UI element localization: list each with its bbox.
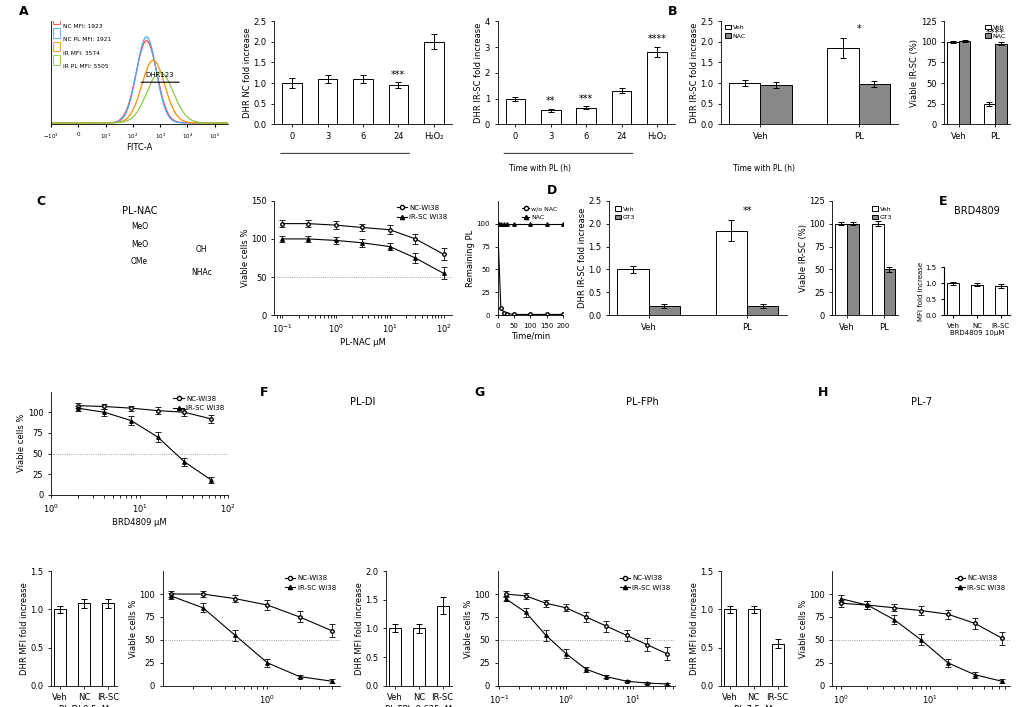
Text: ****: **** xyxy=(984,28,1004,37)
Text: BRD4809: BRD4809 xyxy=(953,206,999,216)
Bar xyxy=(388,86,408,124)
Text: ***: *** xyxy=(579,93,593,103)
Text: MeO: MeO xyxy=(131,223,148,231)
Legend: Veh, GT3: Veh, GT3 xyxy=(611,204,637,223)
Text: IR MFI: 3574: IR MFI: 3574 xyxy=(63,51,100,56)
Legend: NC-WI38, IR-SC WI38: NC-WI38, IR-SC WI38 xyxy=(395,204,447,221)
X-axis label: PL-DI 0.5μM: PL-DI 0.5μM xyxy=(59,705,109,707)
Text: *: * xyxy=(855,23,860,34)
Text: NC MFI: 1923: NC MFI: 1923 xyxy=(63,24,103,29)
Bar xyxy=(54,609,66,686)
X-axis label: BRD4809 µM: BRD4809 µM xyxy=(112,518,167,527)
Legend: NC-WI38, IR-SC WI38: NC-WI38, IR-SC WI38 xyxy=(172,395,224,412)
Bar xyxy=(540,110,560,124)
Bar xyxy=(353,79,372,124)
Text: PL-DI: PL-DI xyxy=(350,397,375,407)
Bar xyxy=(958,41,969,124)
Text: NC PL MFI: 1921: NC PL MFI: 1921 xyxy=(63,37,111,42)
X-axis label: PL-NAC µM: PL-NAC µM xyxy=(339,338,385,347)
Y-axis label: Viable cells %: Viable cells % xyxy=(798,600,807,658)
Y-axis label: DHR MFI fold increase: DHR MFI fold increase xyxy=(19,582,29,675)
Text: ***: *** xyxy=(391,70,406,80)
Bar xyxy=(995,44,1006,124)
Text: H: H xyxy=(817,387,827,399)
Bar xyxy=(729,83,759,124)
Y-axis label: Viable cells %: Viable cells % xyxy=(17,414,26,472)
Y-axis label: Remaining PL: Remaining PL xyxy=(466,229,475,286)
Text: PL-7: PL-7 xyxy=(910,397,930,407)
Y-axis label: DHR MFI fold increase: DHR MFI fold increase xyxy=(355,582,364,675)
Bar xyxy=(746,306,777,315)
Bar xyxy=(747,609,759,686)
Text: PL-NAC: PL-NAC xyxy=(122,206,157,216)
Text: Time with PL (h): Time with PL (h) xyxy=(508,163,571,173)
Legend: NC-WI38, IR-SC WI38: NC-WI38, IR-SC WI38 xyxy=(953,575,1006,592)
Bar xyxy=(576,107,595,124)
Bar xyxy=(436,605,448,686)
Bar xyxy=(413,629,424,686)
Text: F: F xyxy=(260,387,268,399)
Legend: Veh, GT3: Veh, GT3 xyxy=(868,204,894,223)
X-axis label: FITC-A: FITC-A xyxy=(126,143,153,152)
Text: E: E xyxy=(937,195,947,208)
Y-axis label: DHR IR-SC fold increase: DHR IR-SC fold increase xyxy=(474,23,483,123)
Bar xyxy=(770,644,783,686)
Bar xyxy=(102,603,113,686)
Legend: Veh, NAC: Veh, NAC xyxy=(723,24,746,40)
Bar xyxy=(647,52,666,124)
Text: OH: OH xyxy=(196,245,207,255)
Text: D: D xyxy=(546,184,556,197)
Text: ****: **** xyxy=(647,35,666,45)
Text: OMe: OMe xyxy=(131,257,148,266)
Y-axis label: Viable cells %: Viable cells % xyxy=(128,600,138,658)
Bar xyxy=(505,98,525,124)
Text: A: A xyxy=(19,5,29,18)
Legend: NC-WI38, IR-SC WI38: NC-WI38, IR-SC WI38 xyxy=(619,575,671,592)
Y-axis label: DHR NC fold increase: DHR NC fold increase xyxy=(243,28,252,118)
Text: G: G xyxy=(474,387,484,399)
Text: C: C xyxy=(37,195,46,208)
X-axis label: PL-7 5μM: PL-7 5μM xyxy=(734,705,772,707)
Bar xyxy=(835,223,847,315)
Y-axis label: Viable IR-SC (%): Viable IR-SC (%) xyxy=(798,224,807,292)
Bar xyxy=(424,42,443,124)
X-axis label: PL-FPh 0.625μM: PL-FPh 0.625μM xyxy=(385,705,451,707)
Text: IR PL MFI: 5505: IR PL MFI: 5505 xyxy=(63,64,109,69)
X-axis label: Time/min: Time/min xyxy=(511,332,549,341)
Bar xyxy=(715,230,746,315)
Y-axis label: DHR IR-SC fold increase: DHR IR-SC fold increase xyxy=(689,23,698,123)
Text: **: ** xyxy=(545,96,555,106)
Bar xyxy=(648,306,680,315)
Text: DHR123: DHR123 xyxy=(146,71,174,78)
Bar xyxy=(947,42,958,124)
Bar xyxy=(388,629,400,686)
Bar xyxy=(847,223,858,315)
Text: B: B xyxy=(667,5,677,18)
Text: PL-FPh: PL-FPh xyxy=(625,397,658,407)
Bar xyxy=(318,79,337,124)
Y-axis label: DHR IR-SC fold increase: DHR IR-SC fold increase xyxy=(578,208,587,308)
Bar xyxy=(826,48,858,124)
Text: MeO: MeO xyxy=(131,240,148,249)
Text: Time with PL (h): Time with PL (h) xyxy=(732,163,794,173)
Legend: NC-WI38, IR-SC WI38: NC-WI38, IR-SC WI38 xyxy=(284,575,336,592)
Bar xyxy=(982,104,995,124)
Bar xyxy=(759,86,791,124)
Bar xyxy=(871,223,882,315)
Bar xyxy=(616,269,648,315)
Y-axis label: Viable cells %: Viable cells % xyxy=(464,600,473,658)
Bar xyxy=(858,84,890,124)
Legend: Veh, NAC: Veh, NAC xyxy=(983,24,1006,40)
Y-axis label: Viable IR-SC (%): Viable IR-SC (%) xyxy=(910,39,918,107)
Text: NHAc: NHAc xyxy=(192,268,212,277)
Bar xyxy=(77,603,90,686)
Bar xyxy=(611,91,631,124)
Legend: w/o NAC, NAC: w/o NAC, NAC xyxy=(519,204,559,223)
Bar xyxy=(723,609,735,686)
Bar xyxy=(882,269,895,315)
Bar xyxy=(282,83,302,124)
Text: **: ** xyxy=(742,206,751,216)
Y-axis label: DHR MFI fold increase: DHR MFI fold increase xyxy=(689,582,698,675)
Y-axis label: Viable cells %: Viable cells % xyxy=(240,229,250,287)
